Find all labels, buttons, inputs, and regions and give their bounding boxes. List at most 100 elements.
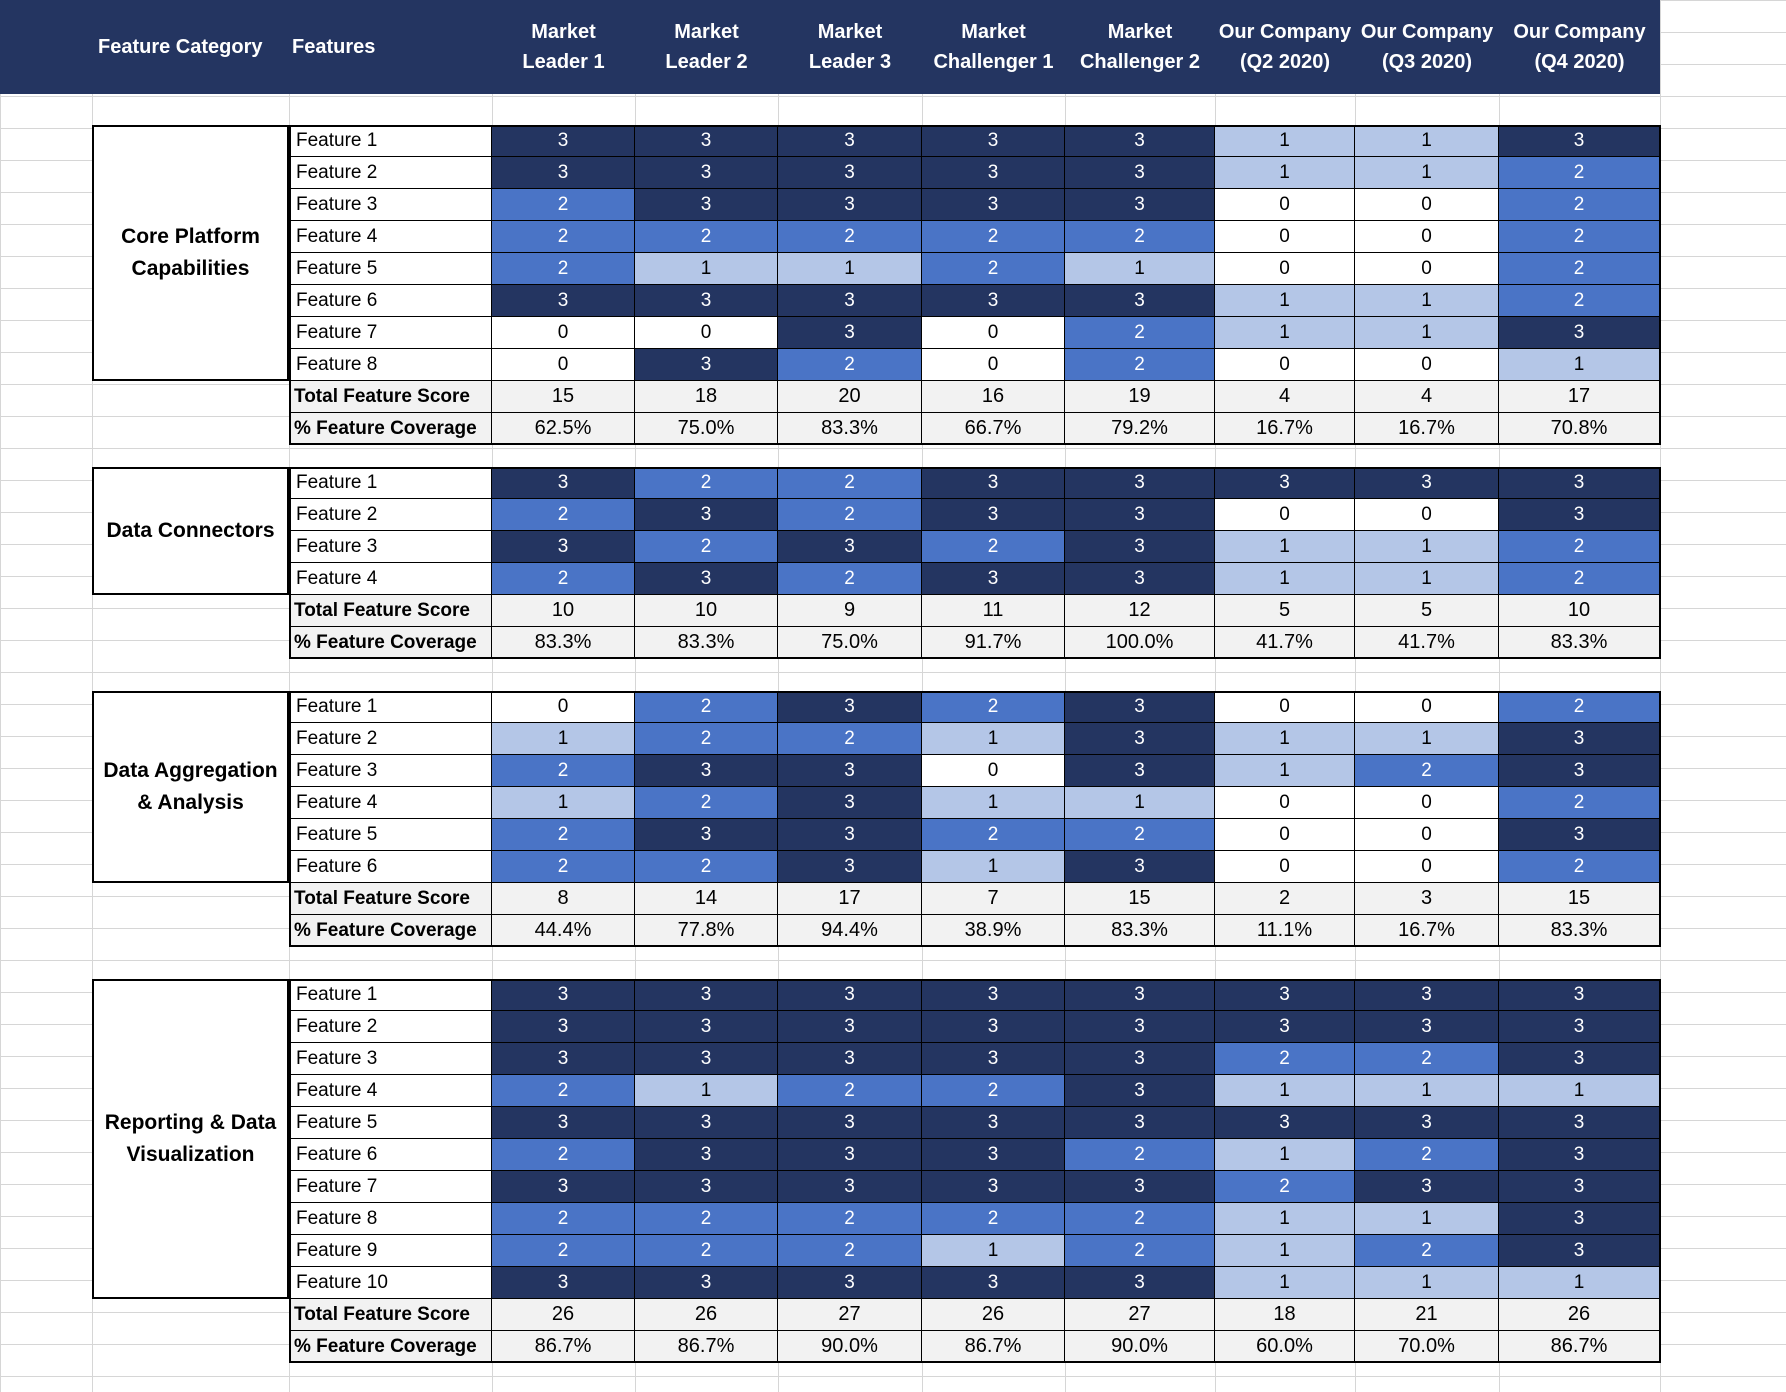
score-cell: 1 xyxy=(1355,1203,1499,1235)
total-score-cell: 26 xyxy=(922,1299,1065,1331)
score-cell: 3 xyxy=(922,1011,1065,1043)
score-cell: 2 xyxy=(492,1235,635,1267)
score-cell: 1 xyxy=(1215,563,1355,595)
coverage-cell: 83.3% xyxy=(635,627,778,659)
coverage-cell: 83.3% xyxy=(1499,627,1660,659)
score-cell: 1 xyxy=(1215,157,1355,189)
score-cell: 2 xyxy=(1215,1043,1355,1075)
score-cell: 0 xyxy=(1215,819,1355,851)
score-cell: 2 xyxy=(492,1075,635,1107)
score-cell: 3 xyxy=(1215,1107,1355,1139)
coverage-cell: 16.7% xyxy=(1215,413,1355,445)
coverage-cell: 83.3% xyxy=(1499,915,1660,947)
score-cell: 2 xyxy=(1499,691,1660,723)
score-cell: 3 xyxy=(922,1139,1065,1171)
score-cell: 3 xyxy=(778,1107,922,1139)
score-cell: 3 xyxy=(778,787,922,819)
score-cell: 2 xyxy=(492,851,635,883)
total-score-cell: 20 xyxy=(778,381,922,413)
score-cell: 3 xyxy=(1065,979,1215,1011)
total-score-cell: 15 xyxy=(492,381,635,413)
feature-name: Feature 3 xyxy=(289,1043,492,1075)
score-cell: 3 xyxy=(1065,531,1215,563)
score-cell: 1 xyxy=(922,787,1065,819)
score-cell: 3 xyxy=(778,531,922,563)
score-cell: 2 xyxy=(922,1075,1065,1107)
score-cell: 3 xyxy=(1355,1171,1499,1203)
score-cell: 1 xyxy=(1355,157,1499,189)
score-cell: 3 xyxy=(1355,467,1499,499)
score-cell: 2 xyxy=(922,691,1065,723)
score-cell: 1 xyxy=(778,253,922,285)
score-cell: 3 xyxy=(635,1107,778,1139)
score-cell: 3 xyxy=(922,1107,1065,1139)
score-cell: 3 xyxy=(1065,755,1215,787)
score-cell: 3 xyxy=(922,467,1065,499)
score-cell: 0 xyxy=(922,755,1065,787)
score-cell: 2 xyxy=(492,1203,635,1235)
score-cell: 0 xyxy=(492,349,635,381)
score-cell: 1 xyxy=(1355,1267,1499,1299)
score-cell: 1 xyxy=(1355,723,1499,755)
score-cell: 2 xyxy=(492,189,635,221)
total-feature-score-label: Total Feature Score xyxy=(289,1299,492,1331)
header-feature-category: Feature Category xyxy=(98,36,263,58)
coverage-cell: 86.7% xyxy=(922,1331,1065,1363)
score-cell: 3 xyxy=(778,1043,922,1075)
header-col-our-company-q4: Our Company (Q4 2020) xyxy=(1513,21,1646,73)
score-cell: 3 xyxy=(778,1011,922,1043)
coverage-cell: 79.2% xyxy=(1065,413,1215,445)
coverage-cell: 91.7% xyxy=(922,627,1065,659)
score-cell: 3 xyxy=(922,1171,1065,1203)
feature-name: Feature 4 xyxy=(289,1075,492,1107)
total-score-cell: 17 xyxy=(1499,381,1660,413)
score-cell: 2 xyxy=(1499,189,1660,221)
score-cell: 3 xyxy=(635,157,778,189)
feature-name: Feature 1 xyxy=(289,979,492,1011)
score-cell: 3 xyxy=(922,1267,1065,1299)
coverage-cell: 70.0% xyxy=(1355,1331,1499,1363)
score-cell: 1 xyxy=(1215,317,1355,349)
header-col-market-leader-2: Market Leader 2 xyxy=(665,21,748,73)
score-cell: 1 xyxy=(1355,563,1499,595)
score-cell: 3 xyxy=(778,819,922,851)
score-cell: 3 xyxy=(1499,125,1660,157)
score-cell: 0 xyxy=(1355,851,1499,883)
score-cell: 3 xyxy=(1215,1011,1355,1043)
feature-name: Feature 5 xyxy=(289,819,492,851)
score-cell: 0 xyxy=(1215,851,1355,883)
coverage-cell: 83.3% xyxy=(1065,915,1215,947)
feature-name: Feature 6 xyxy=(289,1139,492,1171)
feature-name: Feature 2 xyxy=(289,723,492,755)
feature-name: Feature 5 xyxy=(289,1107,492,1139)
score-cell: 2 xyxy=(1499,563,1660,595)
score-cell: 0 xyxy=(492,317,635,349)
score-cell: 2 xyxy=(1065,221,1215,253)
score-cell: 1 xyxy=(635,253,778,285)
score-cell: 2 xyxy=(1065,317,1215,349)
score-cell: 3 xyxy=(1499,1043,1660,1075)
score-cell: 1 xyxy=(1215,723,1355,755)
score-cell: 2 xyxy=(492,755,635,787)
score-cell: 1 xyxy=(1215,531,1355,563)
score-cell: 1 xyxy=(635,1075,778,1107)
score-cell: 2 xyxy=(922,1203,1065,1235)
score-cell: 0 xyxy=(492,691,635,723)
feature-name: Feature 4 xyxy=(289,221,492,253)
total-score-cell: 9 xyxy=(778,595,922,627)
score-cell: 3 xyxy=(778,979,922,1011)
score-cell: 2 xyxy=(778,563,922,595)
coverage-cell: 41.7% xyxy=(1355,627,1499,659)
feature-name: Feature 6 xyxy=(289,851,492,883)
score-cell: 2 xyxy=(492,563,635,595)
score-cell: 3 xyxy=(922,499,1065,531)
total-score-cell: 17 xyxy=(778,883,922,915)
score-cell: 2 xyxy=(1355,1043,1499,1075)
score-cell: 3 xyxy=(1499,755,1660,787)
score-cell: 1 xyxy=(1065,787,1215,819)
score-cell: 3 xyxy=(1499,317,1660,349)
total-score-cell: 10 xyxy=(635,595,778,627)
score-cell: 2 xyxy=(1499,285,1660,317)
total-score-cell: 27 xyxy=(778,1299,922,1331)
category-label: Data Connectors xyxy=(92,467,289,595)
